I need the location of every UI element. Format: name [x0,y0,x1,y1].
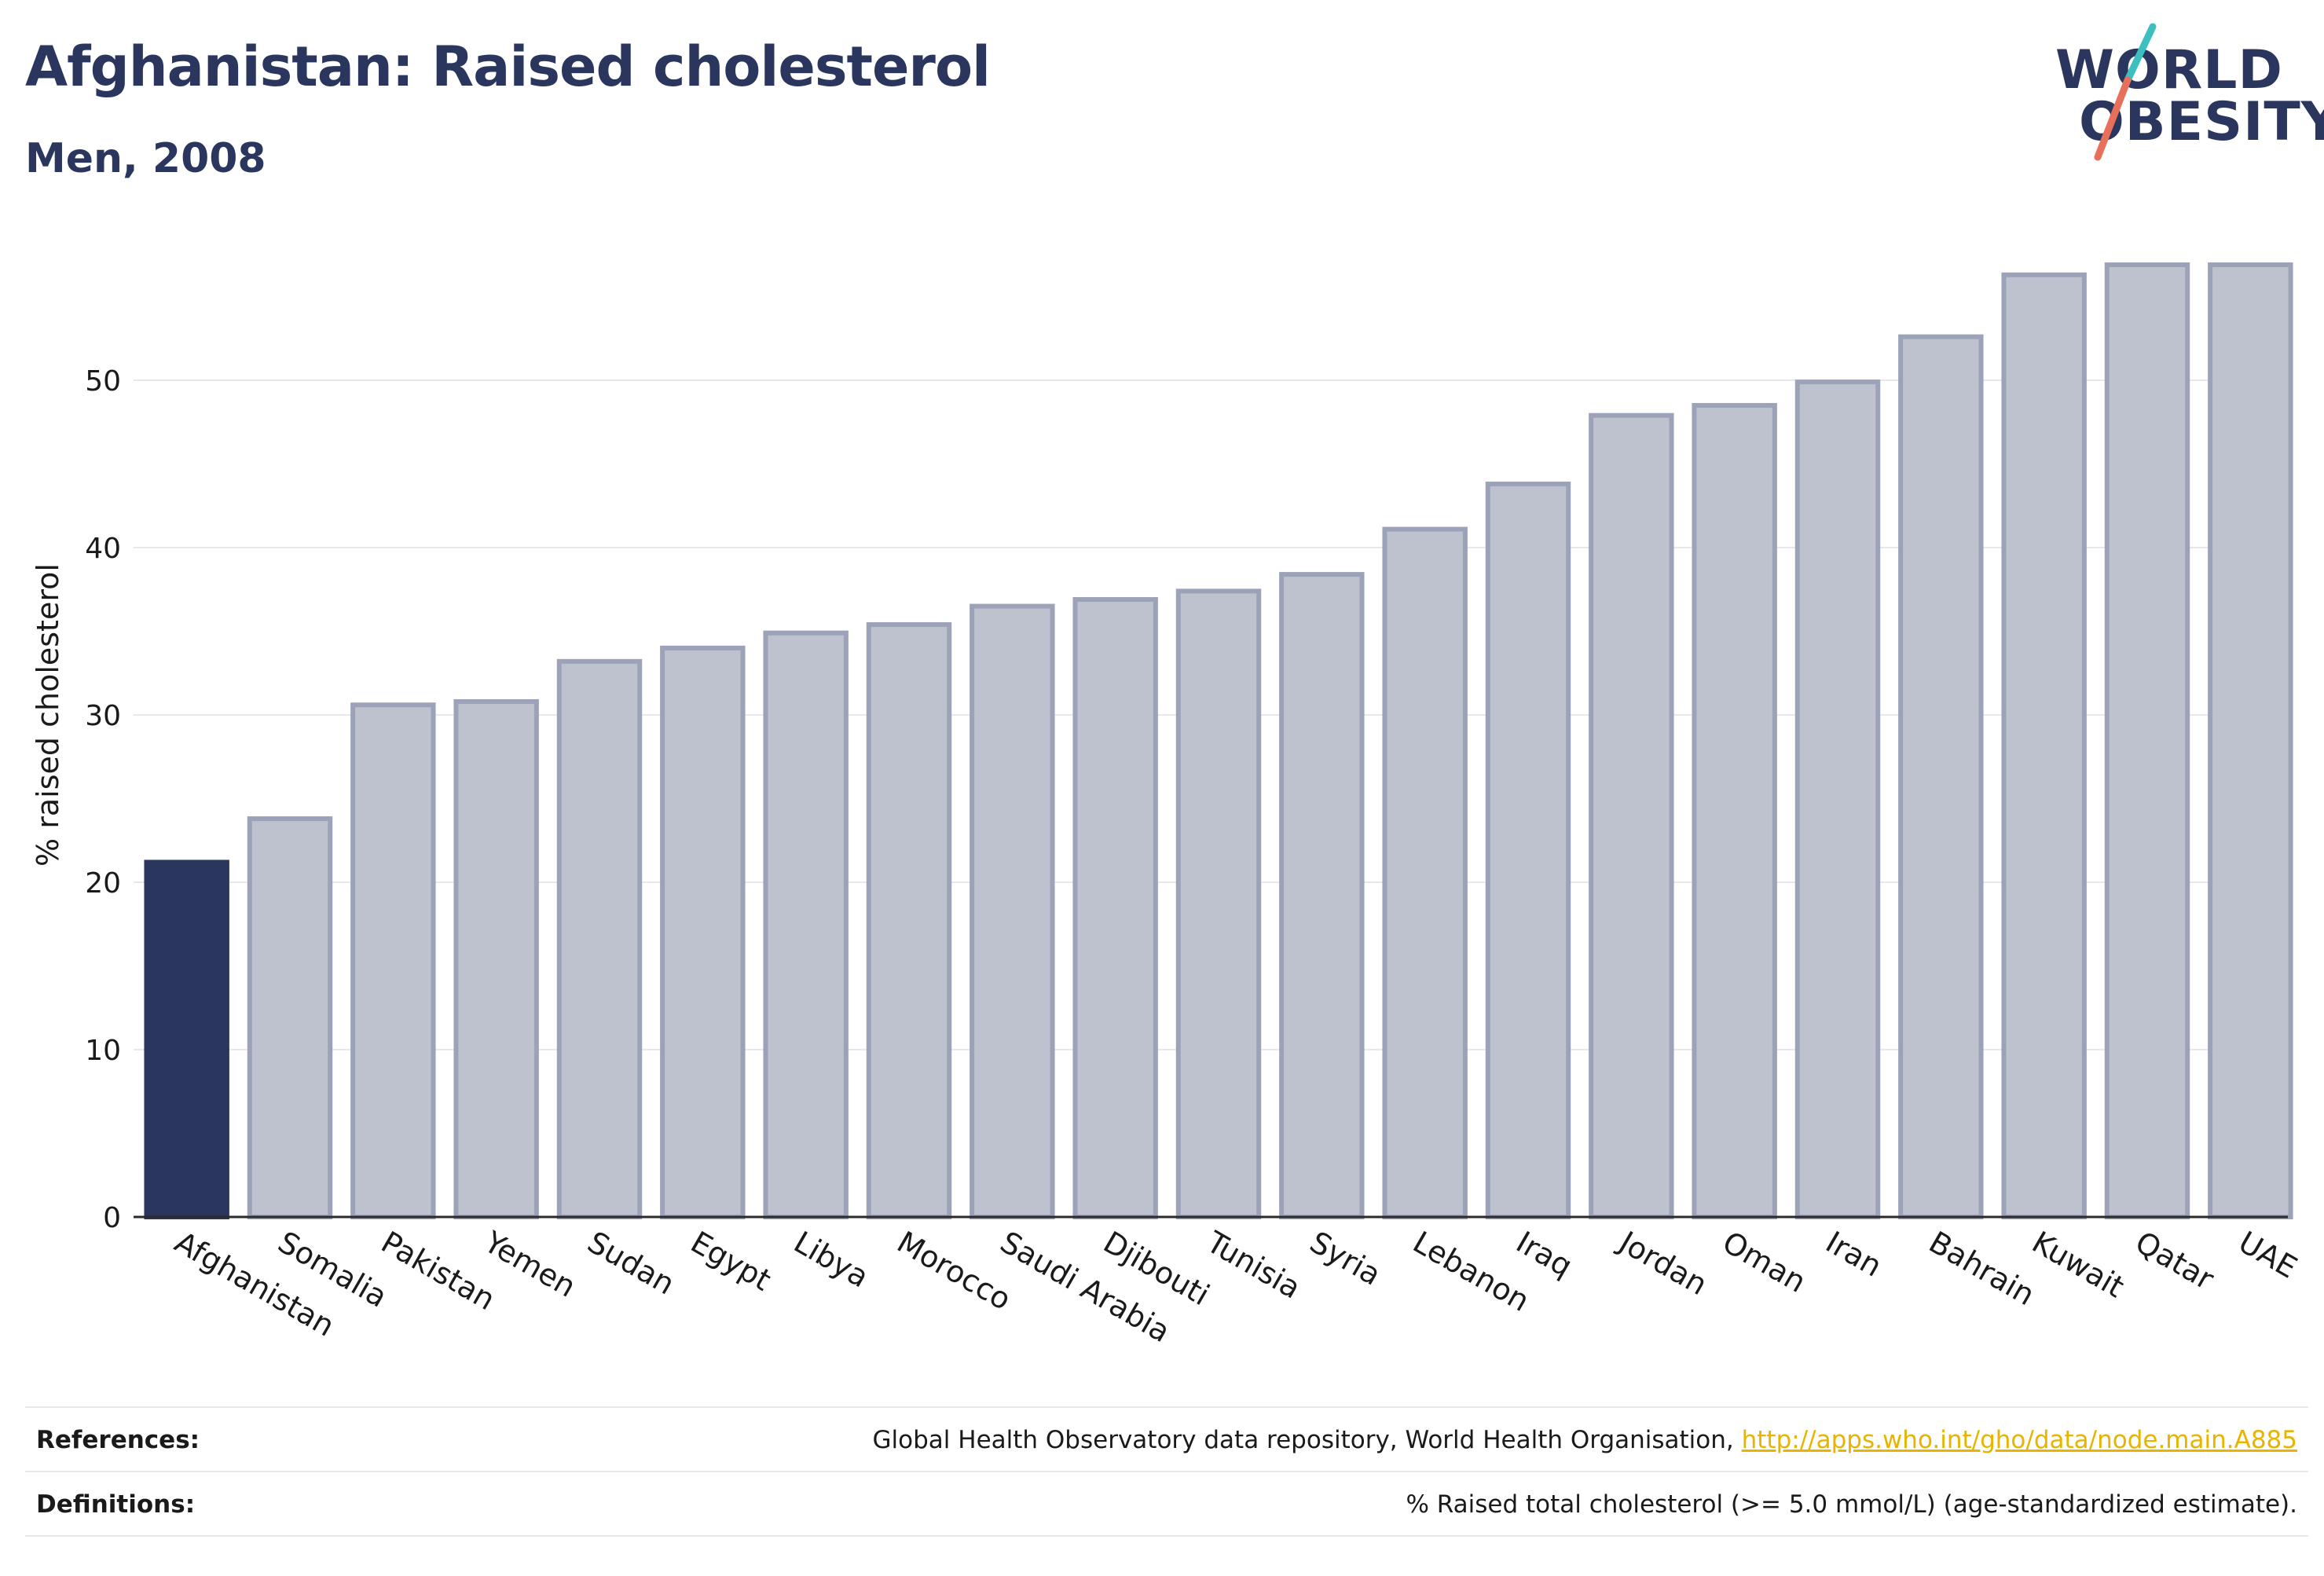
x-tick-label: Tunisia [1200,1224,1307,1306]
y-tick-label: 40 [85,533,121,565]
x-tick-label: Qatar [2130,1225,2220,1297]
y-tick-label: 30 [85,700,121,732]
bar-oman[interactable] [1692,402,1777,1220]
y-tick-label: 10 [85,1035,121,1067]
x-tick-label: Iraq [1511,1225,1578,1284]
x-tick-label: Oman [1717,1225,1812,1299]
x-tick-label: Egypt [685,1225,777,1298]
references-label: References: [36,1426,200,1454]
chart-subtitle: Men, 2008 [25,135,266,182]
bar-somalia[interactable] [247,816,333,1220]
x-tick-label: Sudan [582,1225,681,1302]
bar-djibouti[interactable] [1072,597,1158,1219]
bar-libya[interactable] [763,630,849,1219]
x-tick-label: Iran [1820,1225,1888,1284]
bar-tunisia[interactable] [1175,588,1262,1219]
y-axis-label: % raised cholesterol [31,563,65,867]
bar-iran[interactable] [1794,379,1881,1219]
references-link[interactable]: http://apps.who.int/gho/data/node.main.A… [1741,1426,2297,1454]
bar-jordan[interactable] [1589,412,1674,1219]
bar-morocco[interactable] [866,621,952,1219]
bar-iraq[interactable] [1485,482,1571,1219]
logo-line-world: WORLD [2055,39,2283,101]
x-tick-label: Syria [1304,1225,1387,1292]
logo-slash-icon [2094,23,2157,161]
bar-saudi-arabia[interactable] [970,603,1055,1219]
x-tick-label: Jordan [1612,1224,1713,1303]
bars [144,262,2293,1220]
definitions-value: % Raised total cholesterol (>= 5.0 mmol/… [1406,1490,2297,1519]
bar-afghanistan[interactable] [144,859,229,1219]
x-tick-label: Morocco [892,1225,1017,1318]
bar-bahrain[interactable] [1898,334,1984,1219]
references-value: Global Health Observatory data repositor… [873,1426,2308,1454]
definitions-label: Definitions: [36,1490,196,1519]
bar-kuwait[interactable] [2001,272,2087,1219]
x-tick-label: UAE [2233,1225,2303,1285]
bar-syria[interactable] [1279,572,1365,1219]
bar-pakistan[interactable] [350,702,436,1219]
y-tick-label: 50 [85,365,121,398]
bar-egypt[interactable] [660,645,746,1219]
y-tick-label: 0 [103,1202,121,1234]
definitions-row: Definitions: % Raised total cholesterol … [25,1471,2308,1537]
x-tick-label: Pakistan [376,1225,501,1318]
world-obesity-logo: WORLD OBESITY [2027,22,2324,171]
bar-yemen[interactable] [453,698,539,1219]
x-tick-label: Kuwait [2026,1225,2130,1305]
x-tick-label: Libya [788,1225,874,1295]
bar-lebanon[interactable] [1382,526,1468,1219]
footer-divider [25,1535,2308,1537]
x-tick-label: Lebanon [1407,1225,1535,1318]
references-text: Global Health Observatory data repositor… [872,1426,1742,1454]
chart-title: Afghanistan: Raised cholesterol [25,35,991,99]
references-row: References: Global Health Observatory da… [25,1406,2308,1472]
bar-sudan[interactable] [556,658,643,1219]
y-tick-labels: 0 10 20 30 40 50 [85,365,121,1234]
x-tick-label: Bahrain [1923,1225,2040,1313]
bar-chart: 0 10 20 30 40 50 AfghanistanSomaliaPakistanYe… [31,262,2303,1350]
y-tick-label: 20 [85,867,121,900]
bar-qatar[interactable] [2104,262,2190,1219]
bar-uae[interactable] [2208,262,2293,1219]
